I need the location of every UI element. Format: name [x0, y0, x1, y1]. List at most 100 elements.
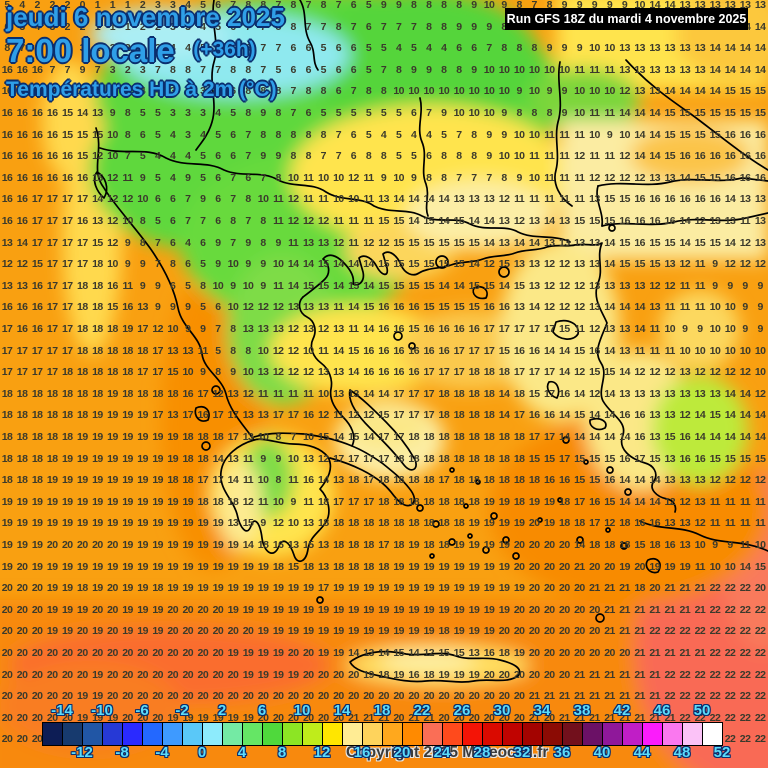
temp-value: 19: [92, 582, 103, 595]
temp-value: 18: [498, 366, 510, 379]
temp-value: 16: [31, 128, 43, 141]
temp-value: 4: [170, 128, 176, 141]
temp-value: 16: [423, 344, 435, 357]
temp-value: 12: [559, 301, 570, 314]
temp-value: 20: [16, 647, 28, 659]
temp-value: 19: [46, 474, 58, 487]
temp-value: 22: [754, 733, 766, 746]
temp-value: 17: [46, 236, 58, 249]
temp-value: 10: [513, 63, 525, 76]
temp-value: 20: [212, 690, 224, 703]
temp-value: 19: [272, 647, 284, 659]
temp-value: 12: [318, 323, 329, 335]
temp-value: 11: [529, 150, 540, 163]
temp-value: 7: [290, 431, 297, 443]
temp-value: 20: [16, 668, 28, 681]
temp-value: 15: [408, 323, 420, 335]
temp-value: 18: [468, 387, 480, 400]
temp-value: 19: [152, 517, 163, 530]
temp-value: 19: [393, 560, 404, 573]
temp-value: 17: [197, 387, 209, 400]
scale-swatch--10C: [103, 723, 123, 745]
temp-value: 3: [170, 0, 176, 11]
temp-value: 16: [679, 431, 691, 443]
temp-value: 20: [182, 647, 194, 659]
temp-value: 7: [49, 63, 56, 76]
temp-value: 16: [408, 366, 420, 379]
temp-value: 20: [16, 560, 28, 573]
temp-value: 16: [302, 474, 314, 487]
temp-value: 18: [46, 387, 58, 400]
temp-value: 5: [215, 20, 221, 33]
scale-swatch-26C: [463, 723, 483, 745]
temp-value: 13: [694, 387, 706, 400]
temp-value: 7: [320, 20, 327, 33]
temp-value: 15: [438, 236, 450, 249]
temp-value: 8: [441, 171, 447, 184]
temp-value: 21: [619, 625, 630, 638]
temp-value: 14: [694, 409, 706, 422]
temp-value: 12: [619, 150, 630, 163]
temp-value: 6: [305, 63, 312, 76]
temp-value: 8: [230, 323, 236, 335]
temp-value: 18: [302, 560, 314, 573]
temp-value: 10: [242, 279, 254, 292]
temp-value: 22: [679, 690, 691, 703]
temp-value: 18: [423, 517, 435, 530]
temp-value: 19: [227, 560, 239, 573]
temp-value: 12: [287, 344, 299, 357]
temp-value: 18: [61, 409, 73, 422]
scale-label-bottom--12: -12: [71, 744, 93, 761]
temp-value: 20: [498, 711, 510, 724]
temp-value: 10: [272, 495, 284, 508]
temp-value: 19: [257, 603, 269, 616]
temp-value: 21: [604, 625, 615, 638]
temp-value: 19: [468, 668, 480, 681]
temp-value: 19: [363, 625, 374, 638]
temp-value: 22: [739, 582, 751, 595]
temp-value: 15: [423, 215, 435, 227]
temp-value: 10: [167, 323, 179, 335]
temp-value: 19: [137, 409, 148, 422]
temp-value: 14: [348, 301, 359, 314]
temp-value: 15: [408, 279, 420, 292]
scale-label-top-18: 18: [373, 702, 391, 719]
temp-value: 13: [679, 539, 691, 551]
temp-value: 7: [230, 236, 236, 249]
temp-value: 22: [709, 625, 721, 638]
temp-value: 7: [245, 150, 251, 163]
temp-value: 7: [260, 20, 266, 33]
temp-value: 10: [182, 366, 194, 379]
temp-value: 19: [287, 668, 299, 681]
temp-value: 7: [426, 107, 432, 119]
rhodes-island: [645, 557, 661, 574]
temp-value: 19: [393, 603, 404, 616]
temp-value: 8: [230, 63, 236, 76]
temp-value: 15: [453, 301, 465, 314]
temp-value: 11: [333, 301, 344, 314]
temp-value: 10: [694, 539, 706, 551]
temp-value: 9: [621, 0, 628, 11]
temp-value: 16: [1, 128, 13, 141]
temp-value: 10: [287, 452, 299, 465]
temp-value: 14: [513, 236, 525, 249]
temp-value: 14: [302, 258, 314, 271]
temp-value: 14: [649, 128, 661, 141]
temp-value: 19: [77, 474, 88, 487]
copyright-text: Copyright 2025 Meteociel.fr: [346, 744, 549, 761]
temp-value: 11: [318, 193, 329, 206]
temp-value: 19: [197, 539, 209, 551]
temp-value: 16: [272, 539, 284, 551]
temp-value: 14: [528, 301, 540, 314]
temp-value: 6: [335, 85, 342, 98]
temp-value: 21: [634, 711, 645, 724]
temp-value: 16: [694, 193, 706, 206]
temp-value: 20: [46, 668, 58, 681]
temp-value: 16: [423, 323, 435, 335]
temp-value: 14: [363, 387, 374, 400]
temp-value: 11: [197, 344, 209, 357]
temp-value: 6: [215, 150, 221, 163]
temp-value: 14: [604, 344, 615, 357]
parameter-title: Températures HD à 2m (°C): [6, 78, 277, 101]
temp-value: 21: [694, 647, 706, 659]
